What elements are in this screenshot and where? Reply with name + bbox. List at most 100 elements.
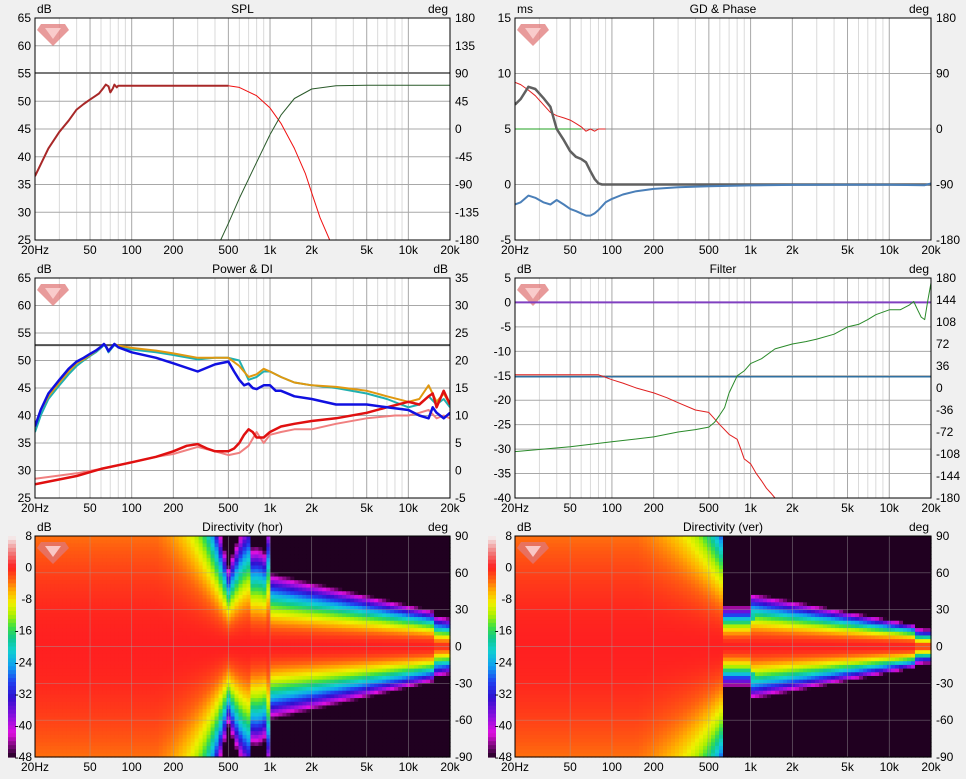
x-tick-label: 2k xyxy=(305,243,319,257)
heat-cell xyxy=(234,605,240,611)
heat-cell xyxy=(74,591,80,596)
heat-cell xyxy=(62,712,68,718)
heat-cell xyxy=(338,539,343,544)
heat-cell xyxy=(286,594,291,600)
heat-cell xyxy=(110,539,116,544)
heat-cell xyxy=(74,642,80,648)
heat-cell xyxy=(306,624,311,629)
heat-cell xyxy=(54,598,60,603)
heat-cell xyxy=(334,742,339,747)
heat-cell xyxy=(35,653,40,659)
heat-cell xyxy=(302,594,307,600)
x-tick-label: 100 xyxy=(602,501,622,515)
heat-cell xyxy=(58,731,64,736)
heat-cell xyxy=(262,613,268,618)
heat-cell xyxy=(254,738,260,743)
heat-cell xyxy=(214,672,220,677)
heat-cell xyxy=(234,694,240,699)
heat-cell xyxy=(150,679,156,684)
heat-cell xyxy=(194,569,200,574)
heat-cell xyxy=(322,672,327,677)
heat-cell xyxy=(238,690,244,695)
heat-cell xyxy=(310,720,315,725)
heat-cell xyxy=(66,561,72,567)
y2-tick-label: 0 xyxy=(455,122,462,136)
heat-cell xyxy=(302,631,307,637)
heat-cell xyxy=(214,602,220,607)
heat-cell xyxy=(230,554,236,559)
heat-cell xyxy=(98,580,104,585)
heat-cell xyxy=(238,550,244,556)
heat-cell xyxy=(198,698,204,703)
heat-cell xyxy=(70,547,76,552)
heat-cell xyxy=(310,690,315,695)
heat-cell xyxy=(78,598,84,603)
heat-cell xyxy=(266,598,272,603)
heat-cell xyxy=(250,561,256,567)
heat-cell xyxy=(246,569,252,574)
heat-cell xyxy=(174,635,180,640)
heat-cell xyxy=(66,664,72,670)
heat-cell xyxy=(158,672,164,677)
heat-cell xyxy=(254,628,260,633)
heat-cell xyxy=(282,609,287,614)
heat-cell xyxy=(82,690,88,695)
heat-cell xyxy=(222,731,228,736)
heat-cell xyxy=(306,613,311,618)
heat-cell xyxy=(182,635,188,640)
heat-cell xyxy=(78,576,84,581)
heat-cell xyxy=(90,536,96,541)
heat-cell xyxy=(134,683,140,688)
heat-cell xyxy=(106,653,112,659)
heat-cell xyxy=(246,536,252,541)
heat-cell xyxy=(270,690,276,695)
heat-cell xyxy=(322,742,327,747)
heat-cell xyxy=(266,583,272,589)
heat-cell xyxy=(46,642,52,648)
heat-cell xyxy=(294,628,299,633)
heat-cell xyxy=(122,742,128,747)
heat-cell xyxy=(198,712,204,718)
heat-cell xyxy=(126,580,132,585)
y-tick-label: 40 xyxy=(18,150,32,164)
heat-cell xyxy=(326,646,331,651)
heat-cell xyxy=(330,594,335,600)
heat-cell xyxy=(174,723,180,729)
heat-cell xyxy=(282,675,287,681)
heat-cell xyxy=(322,723,327,729)
heat-cell xyxy=(146,738,152,743)
heat-cell xyxy=(230,657,236,662)
heat-cell xyxy=(90,565,96,570)
heat-cell xyxy=(246,624,252,629)
heat-cell xyxy=(150,650,156,655)
heat-cell xyxy=(222,672,228,677)
heat-cell xyxy=(294,657,299,662)
heat-cell xyxy=(70,753,76,758)
heat-cell xyxy=(282,753,287,758)
heat-cell xyxy=(82,657,88,662)
heat-cell xyxy=(126,543,132,548)
heat-cell xyxy=(254,690,260,695)
heat-cell xyxy=(266,594,272,600)
heat-cell xyxy=(62,687,68,692)
heat-cell xyxy=(194,657,200,662)
y2-tick-label: 10 xyxy=(455,409,469,423)
heat-cell xyxy=(58,572,64,578)
heat-cell xyxy=(138,716,144,721)
heat-cell xyxy=(278,668,283,673)
y2-tick-label: -180 xyxy=(936,233,960,247)
heat-cell xyxy=(238,723,244,729)
heat-cell xyxy=(78,657,84,662)
heat-cell xyxy=(270,705,276,710)
heat-cell xyxy=(166,668,172,673)
heat-cell xyxy=(186,613,192,618)
heat-cell xyxy=(294,668,299,673)
heat-cell xyxy=(54,646,60,651)
heat-cell xyxy=(286,734,291,740)
heat-cell xyxy=(266,701,272,707)
heat-cell xyxy=(214,701,220,707)
heat-cell xyxy=(286,576,291,581)
heat-cell xyxy=(338,661,343,666)
heat-cell xyxy=(302,705,307,710)
heat-cell xyxy=(238,716,244,721)
